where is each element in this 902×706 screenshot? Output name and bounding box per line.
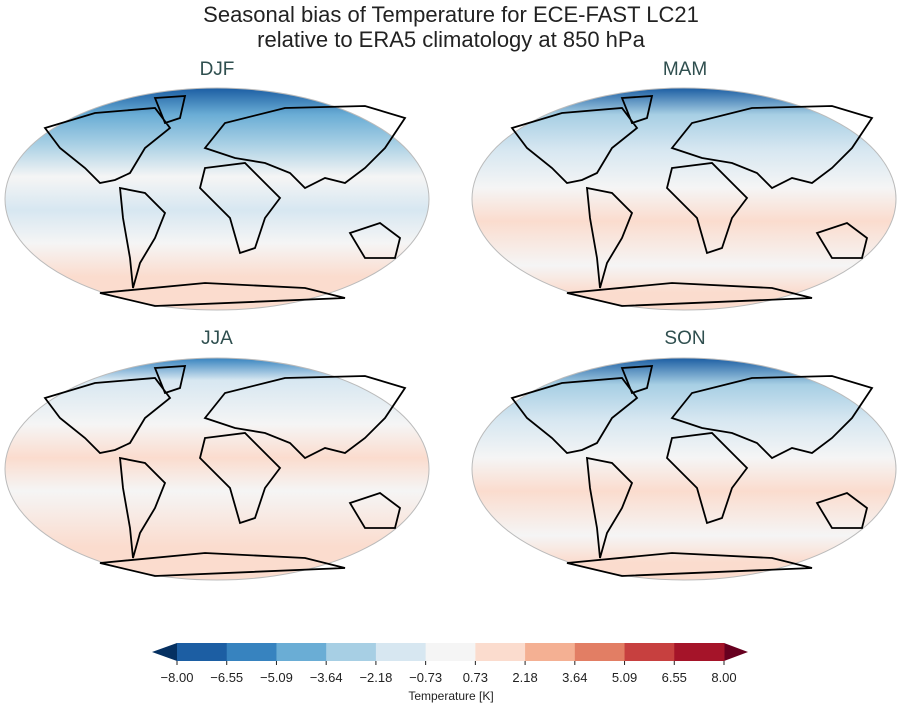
colorbar-tick-label: 6.55 [661, 670, 687, 685]
panel-title-son: SON [664, 328, 706, 349]
coastlines [510, 365, 874, 577]
colorbar-segment [624, 643, 675, 661]
colorbar-tick-label: 5.09 [611, 670, 638, 685]
figure-title-line1: Seasonal bias of Temperature for ECE-FAS… [203, 2, 699, 27]
map-panel-son [471, 357, 897, 581]
colorbar-tick-label: −6.55 [210, 670, 244, 685]
colorbar-tick-label: 0.73 [462, 670, 489, 685]
map-field [471, 357, 897, 581]
panel-title-djf: DJF [199, 59, 235, 80]
colorbar-tick-label: 3.64 [562, 670, 588, 685]
colorbar-tick-label: −8.00 [160, 670, 194, 685]
colorbar-extend-high [724, 643, 748, 661]
colorbar-segment [425, 643, 476, 661]
colorbar-segment [574, 643, 626, 661]
coastlines [43, 365, 407, 577]
map-field [471, 87, 897, 311]
colorbar-tick-label: 8.00 [711, 670, 737, 685]
colorbar-tick-label: −3.64 [309, 670, 343, 685]
colorbar-label: Temperature [K] [408, 689, 494, 703]
map-panel-jja [4, 357, 430, 581]
colorbar-segment [276, 643, 327, 661]
colorbar-segment [326, 643, 377, 661]
map-panel-djf [4, 87, 430, 311]
colorbar-tick-label: −5.09 [260, 670, 293, 685]
colorbar-tick-label: −2.18 [359, 670, 393, 685]
map-field [4, 357, 430, 581]
coastlines [43, 95, 407, 307]
panel-title-mam: MAM [662, 59, 708, 80]
colorbar-segment [525, 643, 576, 661]
map-panels [4, 87, 897, 581]
colorbar-segment [226, 643, 277, 661]
colorbar-segment [674, 643, 725, 661]
colorbar-tick-label: −0.73 [409, 670, 443, 685]
figure-title-line2: relative to ERA5 climatology at 850 hPa [257, 27, 645, 52]
colorbar-segment [375, 643, 427, 661]
map-panel-mam [471, 87, 897, 311]
colorbar-tick-label: 2.18 [512, 670, 538, 685]
colorbar-segment [177, 643, 228, 661]
colorbar-extend-low [152, 643, 177, 661]
colorbar-segment [475, 643, 526, 661]
panel-title-jja: JJA [201, 328, 233, 349]
coastlines [510, 95, 874, 307]
map-field [4, 87, 430, 311]
